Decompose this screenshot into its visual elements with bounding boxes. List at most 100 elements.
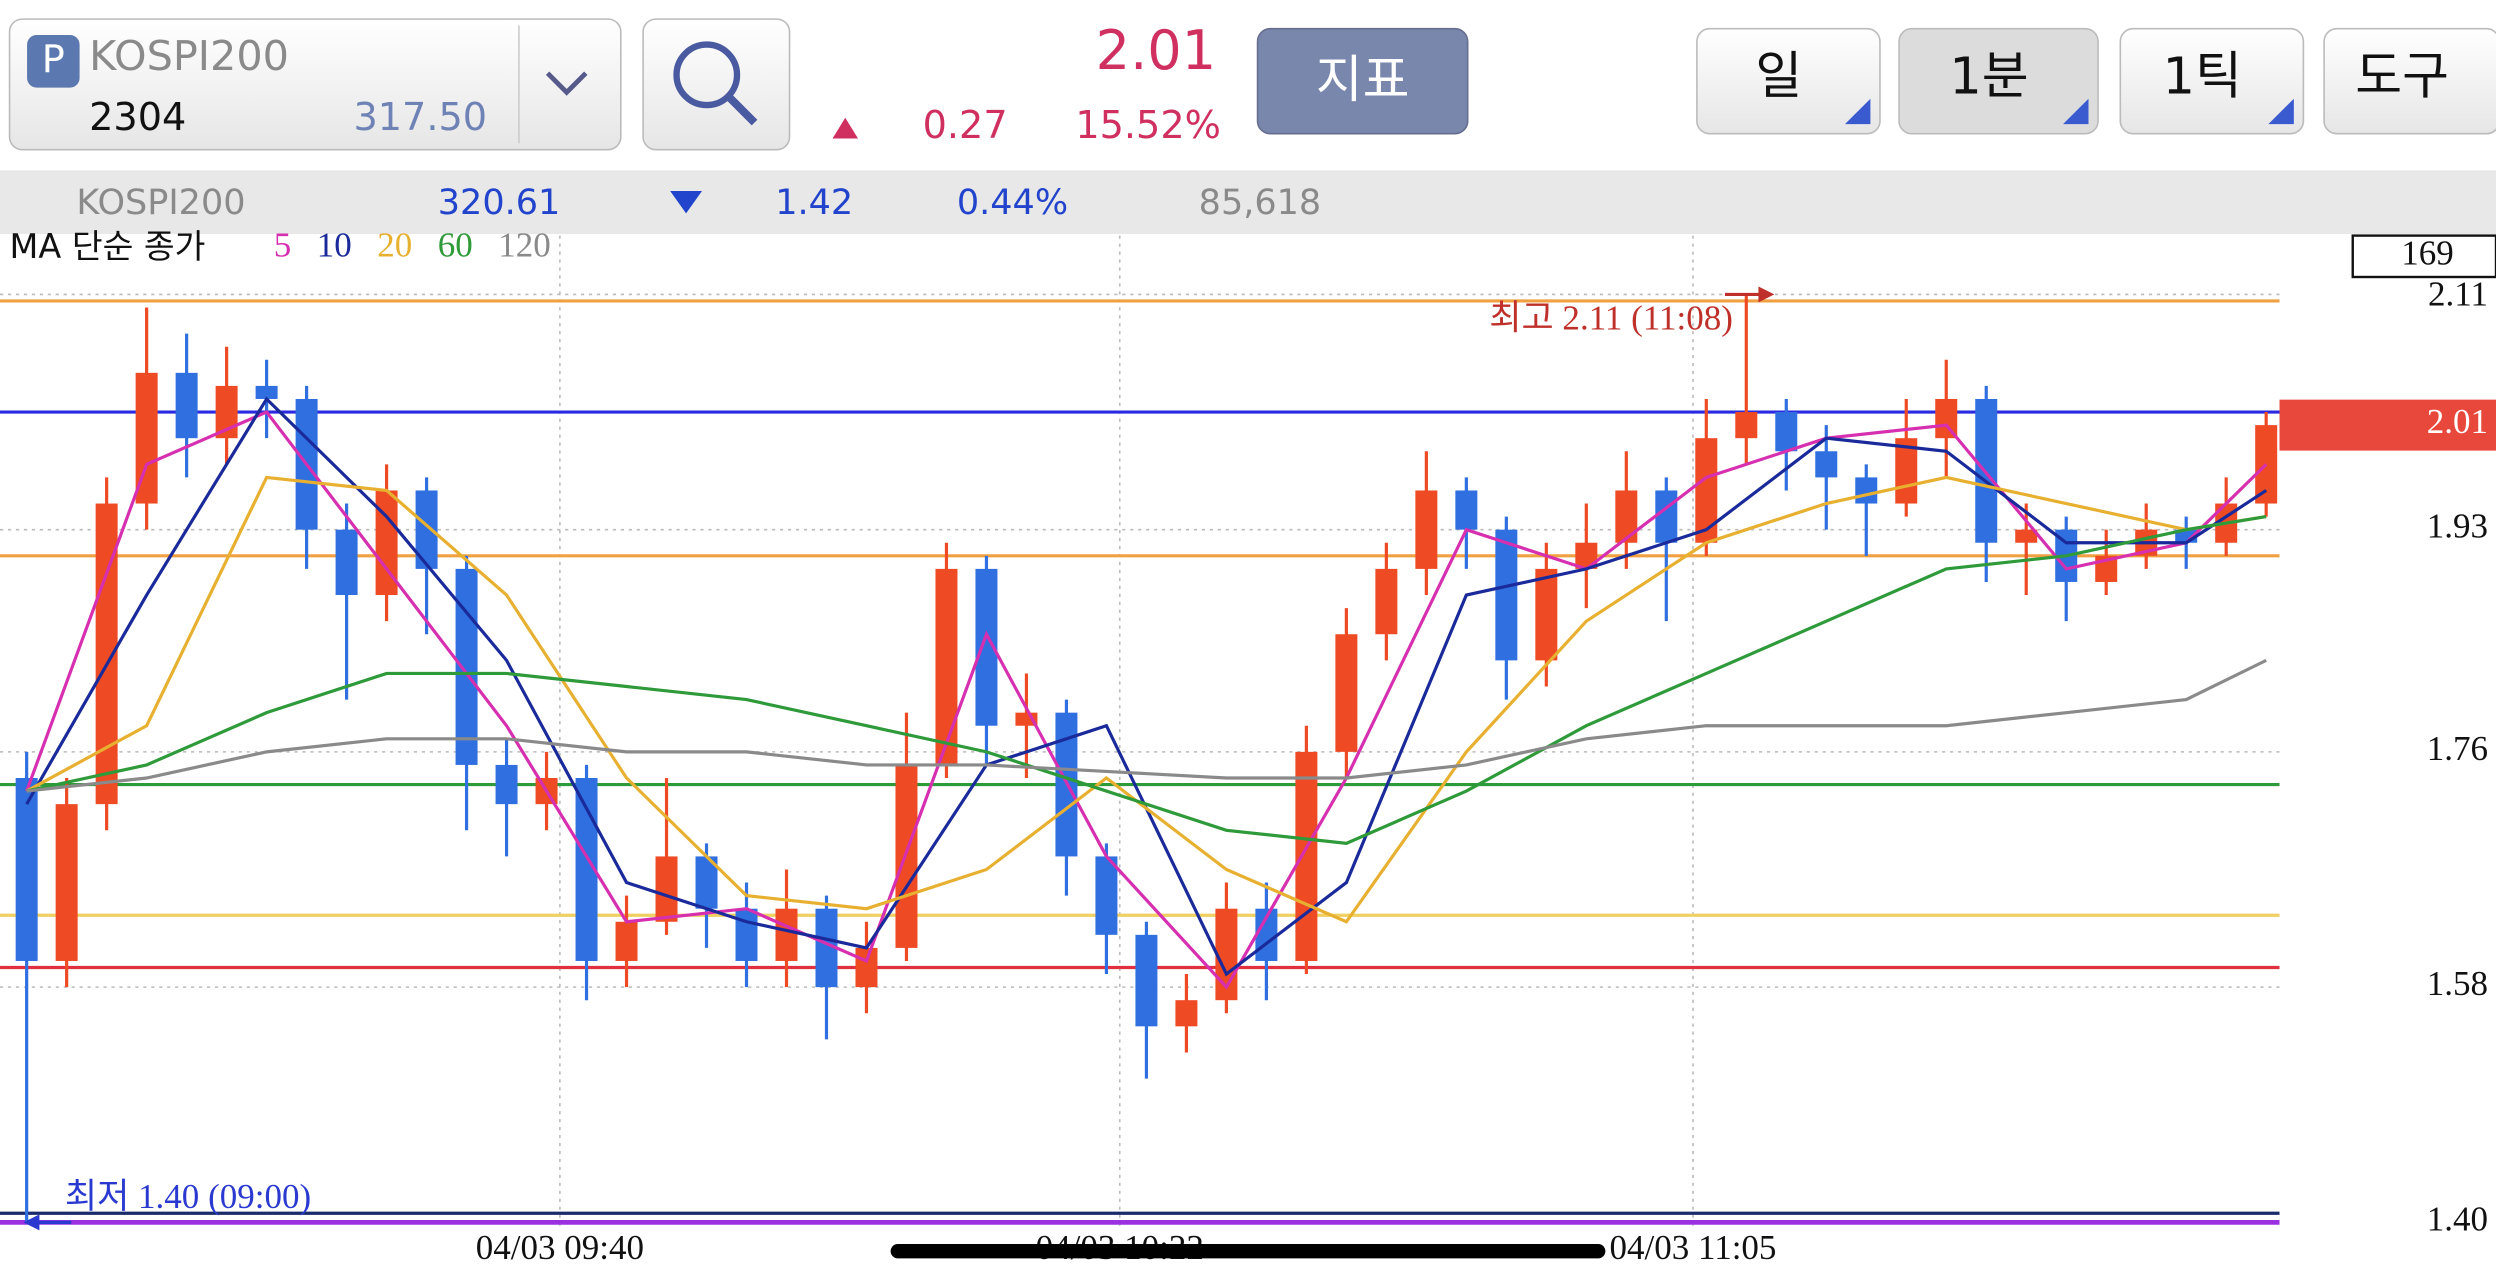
- indicator-button[interactable]: [1256, 27, 1469, 135]
- candle-body: [1575, 542, 1598, 569]
- candle-body: [615, 921, 638, 961]
- candle-body: [1815, 451, 1838, 478]
- candle-body: [775, 908, 798, 961]
- legend-entry: 10: [317, 225, 352, 264]
- candle-body: [455, 568, 478, 765]
- change: 0.27: [923, 104, 1008, 148]
- candle-body: [575, 778, 598, 961]
- period-button[interactable]: [2323, 27, 2496, 135]
- candle-body: [735, 908, 758, 961]
- change-pct: 15.52%: [1075, 104, 1221, 148]
- period-button[interactable]: [2119, 27, 2305, 135]
- candle-body: [975, 568, 998, 726]
- index-price: 320.61: [438, 182, 561, 223]
- candle-body: [175, 372, 198, 439]
- candle-body: [1655, 490, 1678, 543]
- down-arrow: [670, 191, 702, 214]
- search-button[interactable]: [642, 18, 791, 151]
- symbol-box[interactable]: [8, 18, 622, 151]
- candle-body: [935, 568, 958, 765]
- candle-body: [1095, 856, 1118, 935]
- y-tick-label: 2.11: [2428, 275, 2488, 314]
- candle-body: [415, 490, 438, 569]
- badge-text: P: [42, 39, 65, 83]
- candle-body: [1775, 412, 1798, 452]
- candle-body: [335, 529, 358, 596]
- legend-title: MA 단순 종가: [10, 227, 206, 266]
- ma-line: [25, 396, 2268, 977]
- arrow-head: [1758, 286, 1775, 303]
- candle-body: [1535, 568, 1558, 661]
- last-price-box: [2279, 399, 2496, 451]
- y-tick-label: 1.40: [2427, 1199, 2488, 1238]
- candle-body: [1415, 490, 1438, 569]
- candle-body: [1175, 1000, 1198, 1027]
- underlying-price: 317.50: [353, 96, 487, 140]
- period-label: 도구: [2355, 48, 2449, 107]
- index-change: 1.42: [775, 182, 853, 223]
- up-arrow: [832, 117, 858, 139]
- index-name: KOSPI200: [76, 182, 245, 223]
- candle-body: [1375, 568, 1398, 635]
- symbol: KOSPI200: [89, 32, 289, 80]
- corner-mark: [1844, 98, 1871, 125]
- ma-line: [25, 410, 2268, 990]
- candle-body: [695, 856, 718, 909]
- candle-body: [95, 503, 118, 805]
- candle-body: [1495, 529, 1518, 661]
- candle-body: [815, 908, 838, 988]
- ma-line: [26, 658, 2267, 793]
- indicator-label: 지표: [1316, 51, 1410, 110]
- price: 2.01: [1096, 19, 1216, 82]
- chart: 최고 2.11 (11:08) 최저 1.40 (09:00) 1.40 1.58 1.…: [0, 225, 2496, 1267]
- dropdown-icon[interactable]: [545, 71, 588, 96]
- candle-body: [375, 490, 398, 596]
- period-label: 1틱: [2163, 48, 2242, 107]
- legend-entry: 120: [498, 225, 551, 264]
- x-tick-label: 04/03 09:40: [476, 1228, 644, 1267]
- candle-body: [1935, 398, 1958, 439]
- period-label: 일: [1755, 48, 1802, 107]
- y-tick-label: 1.93: [2427, 507, 2488, 546]
- badge: [27, 35, 80, 88]
- arrow-head: [23, 1214, 40, 1231]
- ma-line: [25, 475, 2267, 924]
- period-button[interactable]: [1898, 27, 2099, 135]
- candle-body: [215, 385, 238, 439]
- legend-entry: 20: [377, 225, 412, 264]
- candle-body: [655, 856, 678, 922]
- candle-body: [255, 385, 278, 399]
- candle-body: [1855, 477, 1878, 504]
- annotation: 최고 2.11 (11:08): [1489, 299, 1733, 338]
- candle-body: [15, 778, 38, 961]
- y-tick-label: 1.58: [2427, 964, 2488, 1003]
- button-group: 일 1분 1틱 도구: [1696, 27, 2496, 135]
- volume-label: 169: [2401, 233, 2454, 272]
- y-tick-label: 1.76: [2427, 729, 2488, 768]
- search-icon: [726, 94, 758, 126]
- candle-body: [1455, 490, 1478, 530]
- corner-mark: [2063, 98, 2089, 125]
- x-tick-label: 04/03 11:05: [1609, 1228, 1776, 1267]
- candle-body: [1335, 634, 1358, 752]
- candle-body: [495, 764, 518, 805]
- candle-body: [1695, 438, 1718, 543]
- candle-body: [135, 372, 158, 504]
- code: 2304: [89, 96, 186, 140]
- candle-body: [2015, 529, 2038, 543]
- candle-body: [855, 947, 878, 988]
- candle-body: [1295, 751, 1318, 961]
- volume-box: [2351, 234, 2496, 279]
- candle-body: [55, 804, 78, 961]
- candle-body: [1615, 490, 1638, 543]
- index-change-pct: 0.44%: [957, 182, 1068, 223]
- subheader: [0, 170, 2496, 235]
- legend-entry: 5: [274, 225, 292, 264]
- annotation: 최저 1.40 (09:00): [65, 1177, 311, 1216]
- index-volume: 85,618: [1199, 182, 1322, 223]
- candle-body: [1735, 412, 1758, 439]
- period-button[interactable]: [1696, 27, 1881, 135]
- candle-body: [1135, 934, 1158, 1027]
